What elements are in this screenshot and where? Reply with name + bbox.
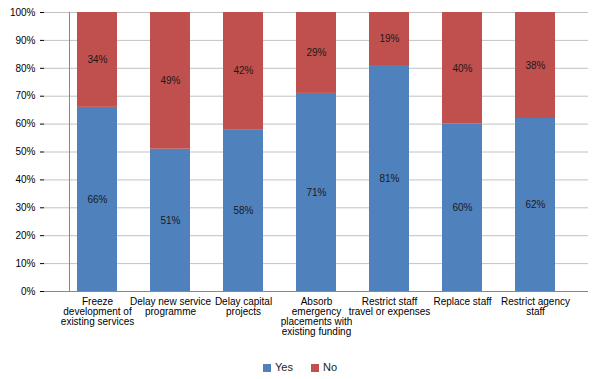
svg-text:Freezedevelopment ofexisting s: Freezedevelopment ofexisting services bbox=[61, 296, 134, 327]
html-text:Yes: Yes bbox=[275, 361, 293, 373]
svg-text:34%: 34% bbox=[87, 54, 107, 65]
svg-text:30%: 30% bbox=[15, 202, 35, 213]
svg-text:62%: 62% bbox=[525, 199, 545, 210]
svg-text:71%: 71% bbox=[306, 187, 326, 198]
svg-text:81%: 81% bbox=[379, 173, 399, 184]
svg-text:29%: 29% bbox=[306, 47, 326, 58]
svg-text:20%: 20% bbox=[15, 230, 35, 241]
svg-text:50%: 50% bbox=[15, 146, 35, 157]
svg-text:0%: 0% bbox=[21, 286, 36, 297]
svg-text:Delay new serviceprogramme: Delay new serviceprogramme bbox=[130, 296, 212, 317]
html-text:No: No bbox=[322, 361, 337, 373]
svg-text:42%: 42% bbox=[233, 65, 253, 76]
svg-text:51%: 51% bbox=[160, 215, 180, 226]
svg-text:70%: 70% bbox=[15, 90, 35, 101]
svg-text:38%: 38% bbox=[525, 60, 545, 71]
svg-text:40%: 40% bbox=[452, 63, 472, 74]
svg-text:49%: 49% bbox=[160, 75, 180, 86]
svg-text:40%: 40% bbox=[15, 174, 35, 185]
svg-text:60%: 60% bbox=[452, 202, 472, 213]
svg-text:100%: 100% bbox=[10, 7, 36, 18]
svg-text:Absorbemergencyplacements with: Absorbemergencyplacements withexisting f… bbox=[281, 296, 353, 337]
svg-text:58%: 58% bbox=[233, 205, 253, 216]
svg-text:80%: 80% bbox=[15, 63, 35, 74]
svg-text:19%: 19% bbox=[379, 33, 399, 44]
svg-text:90%: 90% bbox=[15, 35, 35, 46]
svg-text:Delay capitalprojects: Delay capitalprojects bbox=[215, 296, 272, 317]
svg-text:Restrict stafftravel or expens: Restrict stafftravel or expenses bbox=[349, 296, 431, 317]
svg-text:Restrict agencystaff: Restrict agencystaff bbox=[501, 296, 570, 317]
svg-text:60%: 60% bbox=[15, 118, 35, 129]
svg-text:Replace staff: Replace staff bbox=[433, 296, 491, 307]
svg-text:10%: 10% bbox=[15, 258, 35, 269]
svg-text:66%: 66% bbox=[87, 194, 107, 205]
